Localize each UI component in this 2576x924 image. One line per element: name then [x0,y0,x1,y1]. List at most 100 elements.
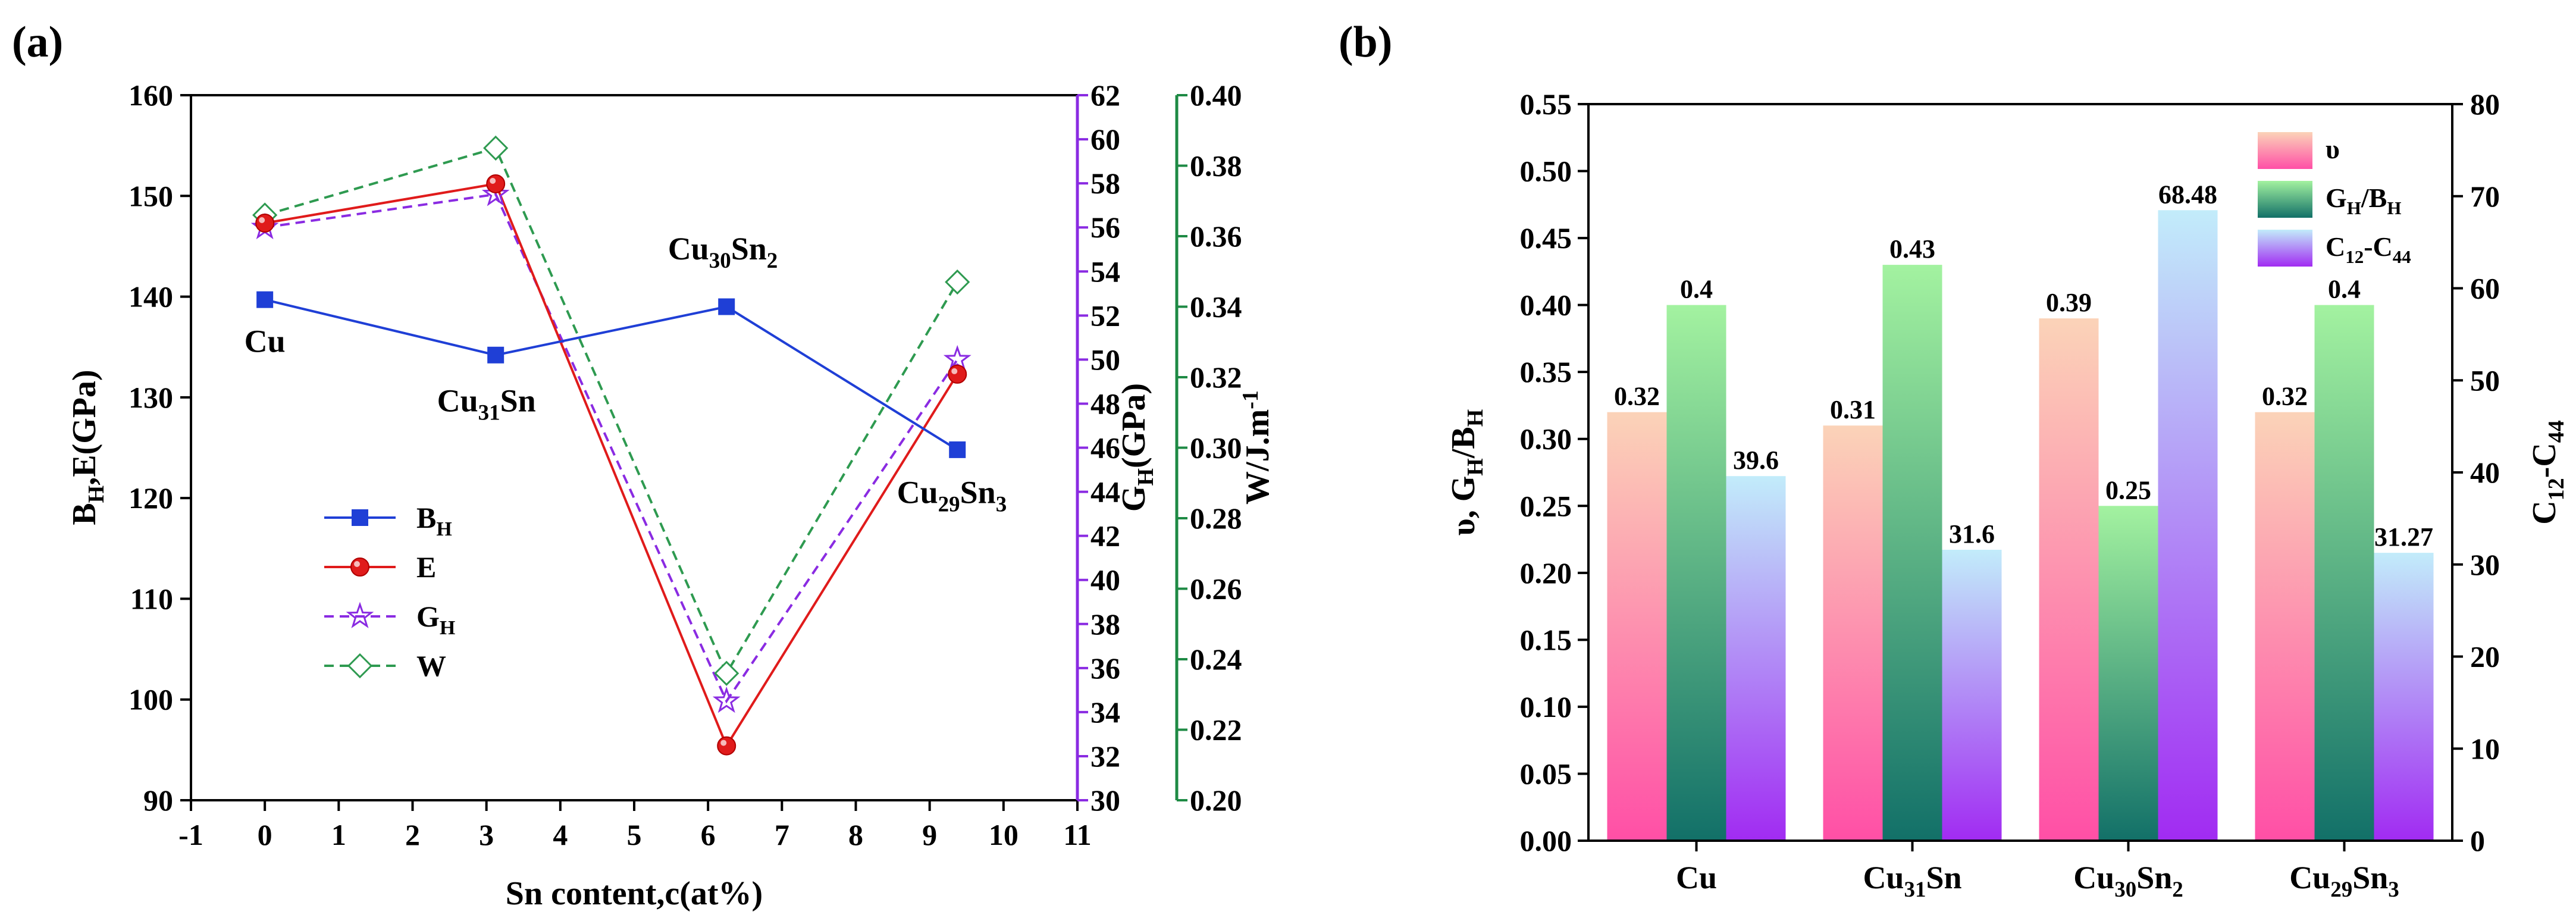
data-point-E-highlight [490,177,496,184]
panel-a-right1-axis-label: GH(GPa) [1115,383,1158,512]
y-tick-label: 0.24 [1190,643,1242,676]
y-tick-label: 0.50 [1520,155,1572,188]
data-point-E [948,364,967,384]
y-tick-label: 34 [1090,696,1120,729]
legend-marker-GH [346,602,374,628]
legend-marker-BH [352,509,368,526]
y-tick-label: 0.20 [1190,784,1242,817]
y-tick-label: 0.00 [1520,824,1572,857]
legend-marker-E-highlight [354,561,360,567]
panel-b: (b) 0.32 0.4 39.6 0.31 0.43 31.6 0.39 0.25 68.48… [1339,18,2569,902]
bar-value-label: 39.6 [1733,446,1779,475]
panel-b-bars: 0.32 0.4 39.6 0.31 0.43 31.6 0.39 0.25 68.48 0.32… [1607,180,2434,841]
y-tick-label: 62 [1090,79,1120,112]
bar-GHBH [2098,506,2158,841]
legend-label-BH: BH [416,501,452,540]
y-tick-label: 110 [130,582,173,615]
bar-value-label: 0.4 [1680,275,1713,304]
y-tick-label: 36 [1090,652,1120,685]
y-tick-label: 30 [1090,784,1120,817]
panel-a-x-ticks: -1 0 1 2 3 4 5 6 7 8 9 10 11 [178,800,1092,851]
panel-b-x-ticks: Cu Cu31Sn Cu30Sn2 Cu29Sn3 [1676,841,2399,902]
panel-a-right2-axis-label: W/J.m-1 [1238,390,1276,505]
y-tick-label: 0.40 [1190,79,1242,112]
bar-C12C44 [2158,210,2218,841]
bar-value-label: 0.43 [1889,234,1935,264]
y2-tick-label: 40 [2470,456,2500,489]
panel-b-right-axis-label: C12-C44 [2526,420,2569,525]
y-tick-label: 100 [129,683,173,716]
legend-label-W: W [416,649,446,682]
x-tick-label: 9 [922,818,937,851]
y2-tick-label: 60 [2470,272,2500,305]
panel-a-plot-frame [190,94,1079,801]
y-tick-label: 160 [129,79,173,112]
y-tick-label: 44 [1090,475,1120,509]
panel-b-legend: υ GH/BH C12-C44 [2258,132,2411,267]
data-point-BH [487,346,504,364]
category-label: Cu31Sn [1863,860,1961,902]
y2-tick-label: 50 [2470,364,2500,397]
x-tick-label: -1 [178,818,203,851]
y-tick-label: 0.22 [1190,713,1242,747]
data-point-E-highlight [259,217,265,223]
panel-a-left-axis-label: BH,E(GPa) [66,369,109,525]
bar-value-label: 0.39 [2046,288,2092,317]
legend-label: C12-C44 [2326,231,2411,267]
category-label: Cu [1676,860,1717,895]
panel-a-left-ticks: 90 100 110 120 130 140 150 160 [129,79,191,817]
y-tick-label: 0.55 [1520,87,1572,121]
data-point-W [483,135,509,161]
y-tick-label: 42 [1090,519,1120,553]
bar-GHBH [1666,305,1726,841]
bar-value-label: 0.4 [2328,275,2361,304]
series-line-W [264,146,958,676]
y-tick-label: 32 [1090,740,1120,773]
legend-label-GH: GH [416,600,455,639]
panel-a-annotations: Cu Cu31Sn Cu30Sn2 Cu29Sn3 [245,231,1007,517]
legend-swatch [2258,132,2312,169]
series-line-GH [264,193,958,704]
y-tick-label: 48 [1090,387,1120,420]
bar-GHBH [2314,305,2374,841]
panel-a-label: (a) [12,18,63,67]
bar- [2255,412,2315,841]
bar-value-label: 0.32 [1614,382,1660,411]
x-tick-label: 1 [331,818,346,851]
phase-annotation: Cu31Sn [437,383,536,425]
data-point-E [255,213,275,233]
y-tick-label: 0.40 [1520,289,1572,322]
x-tick-label: 11 [1063,818,1091,851]
legend-swatch [2258,181,2312,218]
y-tick-label: 58 [1090,167,1120,200]
legend-swatch [2258,230,2312,267]
y-tick-label: 150 [129,179,173,212]
y2-tick-label: 30 [2470,548,2500,581]
data-point-BH [718,298,735,315]
data-point-W [714,660,739,686]
y-tick-label: 130 [129,381,173,414]
panel-b-right-ticks: 0 10 20 30 40 50 60 70 80 [2452,87,2500,857]
y2-tick-label: 70 [2470,180,2500,213]
y-tick-label: 0.30 [1190,431,1242,465]
category-label: Cu29Sn3 [2289,860,2399,902]
bar- [2039,318,2099,841]
y-tick-label: 46 [1090,431,1120,465]
panel-a-x-axis-label: Sn content,c(at%) [506,875,763,912]
data-point-BH [949,441,966,458]
y-tick-label: 52 [1090,299,1120,332]
x-tick-label: 6 [701,818,716,851]
y-tick-label: 0.20 [1520,556,1572,590]
bar-value-label: 31.27 [2374,522,2433,552]
x-tick-label: 5 [627,818,642,851]
series-line-BH [264,298,958,451]
panel-b-left-ticks: 0.00 0.05 0.10 0.15 0.20 0.25 0.30 0.35 0.40 0.45… [1520,87,1588,857]
legend-label: GH/BH [2326,183,2402,218]
y-tick-label: 54 [1090,255,1120,288]
x-tick-label: 3 [479,818,494,851]
panel-a-series [250,135,972,756]
bar- [1607,412,1667,841]
y-tick-label: 0.05 [1520,757,1572,790]
panel-a-right1-ticks: 30 32 34 36 38 40 42 44 46 48 50 52 54 56 58 60 62 [1077,79,1120,817]
